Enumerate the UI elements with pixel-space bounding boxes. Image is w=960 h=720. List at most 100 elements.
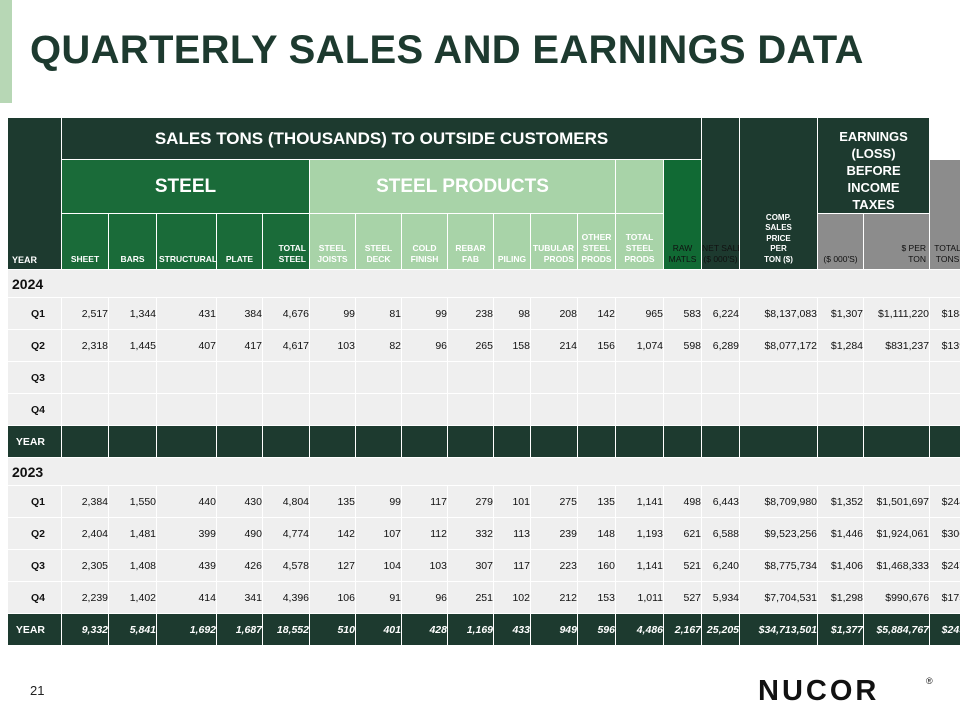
table-cell: 1,408	[108, 549, 157, 582]
accent-bar	[0, 0, 12, 103]
table-cell: 384	[216, 297, 263, 330]
table-cell	[929, 393, 960, 426]
col-sheet: SHEET	[61, 213, 109, 270]
table-cell	[701, 393, 741, 426]
year-total-cell: 1,169	[447, 613, 494, 646]
table-cell: $1,501,697	[863, 485, 931, 518]
table-cell: 1,481	[108, 517, 157, 550]
year-total-cell	[309, 425, 356, 458]
table-cell	[216, 361, 263, 394]
year-total-cell: $5,884,767	[863, 613, 931, 646]
col-total-steel: TOTAL STEEL	[262, 213, 310, 270]
year-total-cell: 5,841	[108, 613, 157, 646]
table-cell	[262, 393, 310, 426]
col-cold-finish-line: COLD	[412, 243, 437, 253]
earnings-line: BEFORE	[846, 163, 901, 178]
table-cell: 113	[493, 517, 531, 550]
table-cell: $990,676	[863, 581, 931, 614]
earnings-line: INCOME	[847, 180, 900, 195]
table-cell: 430	[216, 485, 263, 518]
table-row: Q1 2,384 1,550 440 430 4,804 135 99 117 279 101 275…	[7, 485, 960, 518]
year-total-cell	[401, 425, 448, 458]
year-section-row: 2024	[6, 269, 960, 298]
year-total-cell: 949	[530, 613, 578, 646]
table-cell	[863, 393, 931, 426]
quarter-label: Q2	[7, 517, 62, 550]
earnings-group-header: EARNINGS (LOSS) BEFORE INCOME TAXES	[817, 117, 931, 214]
table-cell: 238	[447, 297, 494, 330]
table-cell: $1,298	[817, 581, 865, 614]
table-cell: 135	[309, 485, 356, 518]
col-steel-deck-line: DECK	[366, 254, 391, 264]
col-steel-joists: STEEL JOISTS	[309, 213, 356, 270]
table-cell: 99	[401, 297, 448, 330]
table-cell: 490	[216, 517, 263, 550]
table-cell: 598	[662, 329, 703, 362]
net-sales-header-line: ($ 000'S)	[703, 254, 738, 264]
table-cell: $1,284	[817, 329, 865, 362]
table-cell: 1,402	[108, 581, 157, 614]
table-cell	[493, 361, 531, 394]
col-total-steel-prods-line: STEEL	[625, 243, 654, 253]
table-cell	[739, 361, 819, 394]
table-cell: 2,517	[61, 297, 109, 330]
quarter-label: Q3	[7, 549, 62, 582]
table-cell: 1,141	[615, 549, 664, 582]
table-cell: 156	[577, 329, 616, 362]
table-cell: 148	[577, 517, 616, 550]
col-piling-line: PILING	[497, 254, 527, 264]
table-cell: $1,111,220	[863, 297, 931, 330]
table-cell	[817, 393, 865, 426]
table-cell	[401, 393, 448, 426]
sales-tons-group-header: SALES TONS (THOUSANDS) TO OUTSIDE CUSTOM…	[60, 117, 703, 160]
earnings-line: TAXES	[852, 197, 895, 212]
col-bars-line: BARS	[120, 254, 145, 264]
table-cell: 439	[156, 549, 217, 582]
table-cell: 332	[447, 517, 494, 550]
col-tubular-prods-line: TUBULAR	[532, 243, 574, 253]
table-cell: $8,709,980	[739, 485, 819, 518]
year-total-row: YEAR	[7, 425, 960, 458]
table-row: Q3 2,305 1,408 439 426 4,578 127 104 103 307 117 22…	[7, 549, 960, 582]
table-row: Q4 2,239 1,402 414 341 4,396 106 91 96 251 102 212 1…	[7, 581, 960, 614]
table-cell	[615, 361, 664, 394]
quarter-label: Q4	[7, 393, 62, 426]
year-total-cell	[929, 425, 960, 458]
table-cell	[701, 361, 741, 394]
table-cell	[216, 393, 263, 426]
raw-matls-header-block: RAW MATLS	[662, 159, 703, 270]
table-cell: 583	[662, 297, 703, 330]
year-total-cell: 433	[493, 613, 531, 646]
year-total-cell: 596	[577, 613, 616, 646]
col-steel-joists-line: JOISTS	[317, 254, 348, 264]
table-cell: $7,704,531	[739, 581, 819, 614]
table-cell: 407	[156, 329, 217, 362]
table-cell: 307	[447, 549, 494, 582]
table-cell: 1,445	[108, 329, 157, 362]
table-cell	[493, 393, 531, 426]
year-total-cell: $34,713,501	[739, 613, 819, 646]
table-cell: 440	[156, 485, 217, 518]
table-cell	[615, 393, 664, 426]
table-row: Q2 2,318 1,445 407 417 4,617 103 82 96 265 158 214 1…	[7, 329, 960, 362]
table-cell: 239	[530, 517, 578, 550]
table-cell: 1,074	[615, 329, 664, 362]
year-total-cell: 428	[401, 613, 448, 646]
table-cell	[817, 361, 865, 394]
year-total-cell	[355, 425, 402, 458]
year-total-cell: 18,552	[262, 613, 310, 646]
quarter-label: Q3	[7, 361, 62, 394]
year-total-cell	[108, 425, 157, 458]
year-total-cell: 510	[309, 613, 356, 646]
col-total-steel-line: STEEL	[278, 254, 306, 264]
year-total-cell: 2,167	[662, 613, 703, 646]
table-cell: 4,617	[262, 329, 310, 362]
year-total-cell	[447, 425, 494, 458]
col-earnings-000s-line: ($ 000'S)	[823, 254, 858, 264]
year-total-cell: 25,205	[701, 613, 741, 646]
year-section-row: 2023	[6, 457, 960, 486]
table-cell: 2,384	[61, 485, 109, 518]
col-cold-finish-line: FINISH	[410, 254, 439, 264]
table-cell: $8,077,172	[739, 329, 819, 362]
table-cell	[401, 361, 448, 394]
